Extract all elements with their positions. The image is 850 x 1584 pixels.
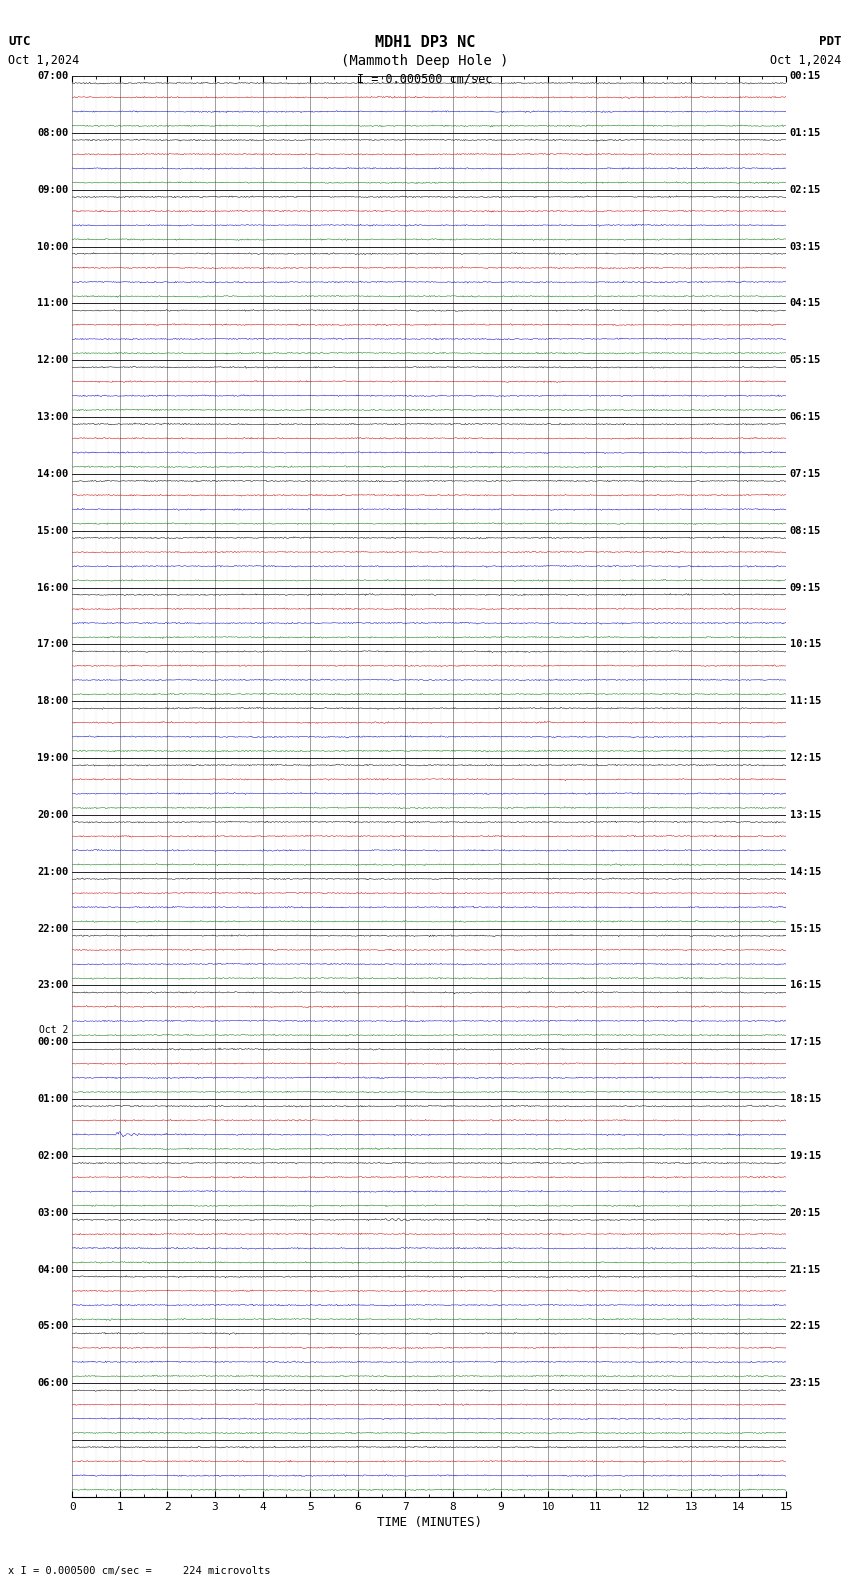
Text: 08:00: 08:00: [37, 128, 69, 138]
Text: 14:15: 14:15: [790, 866, 821, 876]
Text: 13:00: 13:00: [37, 412, 69, 421]
Text: 20:15: 20:15: [790, 1207, 821, 1218]
Text: Oct 1,2024: Oct 1,2024: [8, 54, 80, 67]
Text: 08:15: 08:15: [790, 526, 821, 535]
Text: (Mammoth Deep Hole ): (Mammoth Deep Hole ): [341, 54, 509, 68]
Text: 12:00: 12:00: [37, 355, 69, 366]
Text: PDT: PDT: [819, 35, 842, 48]
Text: 09:15: 09:15: [790, 583, 821, 592]
Text: 01:15: 01:15: [790, 128, 821, 138]
Text: 11:00: 11:00: [37, 298, 69, 309]
Text: 19:00: 19:00: [37, 752, 69, 763]
Text: 20:00: 20:00: [37, 809, 69, 821]
Text: 16:15: 16:15: [790, 980, 821, 990]
Text: 23:00: 23:00: [37, 980, 69, 990]
Text: 13:15: 13:15: [790, 809, 821, 821]
Text: 22:00: 22:00: [37, 923, 69, 933]
Text: 04:15: 04:15: [790, 298, 821, 309]
Text: 21:00: 21:00: [37, 866, 69, 876]
Text: 06:15: 06:15: [790, 412, 821, 421]
Text: UTC: UTC: [8, 35, 31, 48]
Text: 17:15: 17:15: [790, 1038, 821, 1047]
Text: 10:00: 10:00: [37, 241, 69, 252]
Text: Oct 1,2024: Oct 1,2024: [770, 54, 842, 67]
Text: 11:15: 11:15: [790, 697, 821, 706]
Text: 18:15: 18:15: [790, 1095, 821, 1104]
Text: 18:00: 18:00: [37, 697, 69, 706]
Text: 23:15: 23:15: [790, 1378, 821, 1388]
Text: 22:15: 22:15: [790, 1321, 821, 1332]
Text: 09:00: 09:00: [37, 185, 69, 195]
Text: 07:15: 07:15: [790, 469, 821, 478]
Text: 00:15: 00:15: [790, 71, 821, 81]
Text: x I = 0.000500 cm/sec =     224 microvolts: x I = 0.000500 cm/sec = 224 microvolts: [8, 1567, 271, 1576]
Text: 12:15: 12:15: [790, 752, 821, 763]
Text: 03:15: 03:15: [790, 241, 821, 252]
Text: 10:15: 10:15: [790, 640, 821, 649]
Text: 21:15: 21:15: [790, 1264, 821, 1275]
Text: 02:00: 02:00: [37, 1152, 69, 1161]
Text: 02:15: 02:15: [790, 185, 821, 195]
X-axis label: TIME (MINUTES): TIME (MINUTES): [377, 1516, 482, 1529]
Text: 17:00: 17:00: [37, 640, 69, 649]
Text: 00:00: 00:00: [37, 1038, 69, 1047]
Text: 16:00: 16:00: [37, 583, 69, 592]
Text: 14:00: 14:00: [37, 469, 69, 478]
Text: 01:00: 01:00: [37, 1095, 69, 1104]
Text: 05:00: 05:00: [37, 1321, 69, 1332]
Text: 15:15: 15:15: [790, 923, 821, 933]
Text: Oct 2: Oct 2: [39, 1025, 69, 1034]
Text: 04:00: 04:00: [37, 1264, 69, 1275]
Text: I = 0.000500 cm/sec: I = 0.000500 cm/sec: [357, 73, 493, 86]
Text: 15:00: 15:00: [37, 526, 69, 535]
Text: 03:00: 03:00: [37, 1207, 69, 1218]
Text: 19:15: 19:15: [790, 1152, 821, 1161]
Text: 07:00: 07:00: [37, 71, 69, 81]
Text: 05:15: 05:15: [790, 355, 821, 366]
Text: 06:00: 06:00: [37, 1378, 69, 1388]
Text: MDH1 DP3 NC: MDH1 DP3 NC: [375, 35, 475, 49]
